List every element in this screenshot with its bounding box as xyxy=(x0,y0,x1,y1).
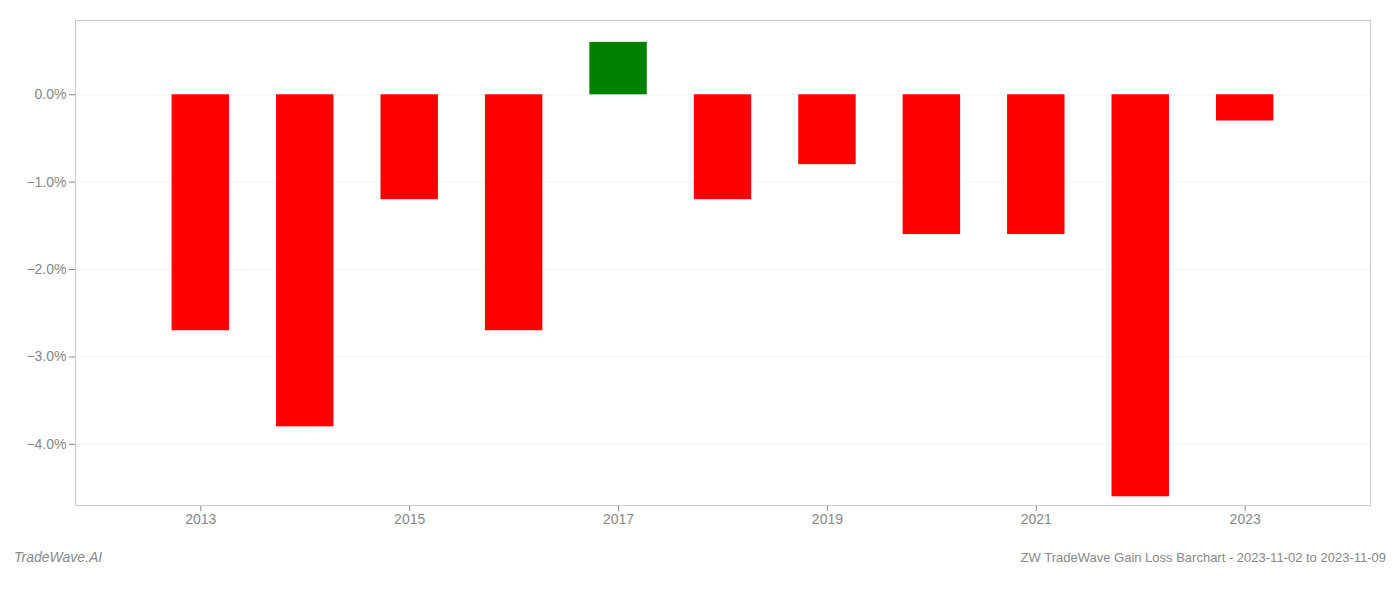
html-text:TradeWave.AI: TradeWave.AI xyxy=(14,549,103,565)
svg-text:2017: 2017 xyxy=(603,511,634,527)
svg-text:2023: 2023 xyxy=(1230,511,1261,527)
svg-text:0.0%: 0.0% xyxy=(35,86,67,102)
svg-text:2021: 2021 xyxy=(1021,511,1052,527)
svg-text:−3.0%: −3.0% xyxy=(26,348,66,364)
svg-text:−4.0%: −4.0% xyxy=(26,436,66,452)
svg-text:2015: 2015 xyxy=(394,511,425,527)
html-text:ZW TradeWave Gain Loss Barchar: ZW TradeWave Gain Loss Barchart - 2023-1… xyxy=(1020,550,1386,565)
svg-text:2013: 2013 xyxy=(185,511,216,527)
svg-text:2019: 2019 xyxy=(812,511,843,527)
svg-text:−1.0%: −1.0% xyxy=(26,174,66,190)
svg-text:−2.0%: −2.0% xyxy=(26,261,66,277)
